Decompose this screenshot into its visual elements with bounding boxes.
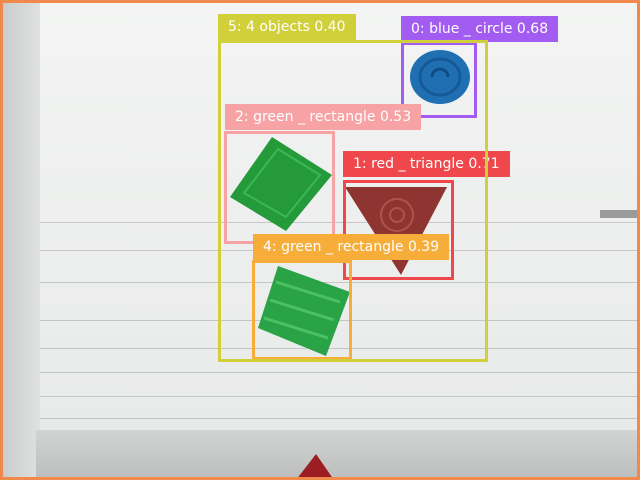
slat-line xyxy=(40,396,640,397)
detection-label-group: 5: 4 objects 0.40 xyxy=(218,14,356,40)
red-triangle-object xyxy=(345,187,447,275)
detection-label-green-rectangle-upper: 2: green _ rectangle 0.53 xyxy=(225,104,422,130)
tray-right-edge xyxy=(600,210,640,218)
slat-line xyxy=(40,222,640,223)
slat-line xyxy=(40,320,640,321)
tray-left-shadow xyxy=(0,0,40,480)
detection-label-blue-circle: 0: blue _ circle 0.68 xyxy=(401,16,559,42)
detection-box-red-triangle xyxy=(343,180,454,280)
slat-line xyxy=(40,418,640,419)
blue-circle-object xyxy=(410,50,470,104)
red-object-corner xyxy=(296,454,334,480)
green-rectangle-upper-object xyxy=(230,137,332,231)
detection-box-group xyxy=(218,40,488,362)
detection-box-green-rectangle-lower xyxy=(252,260,352,360)
detection-box-blue-circle xyxy=(401,42,477,118)
detection-label-red-triangle: 1: red _ triangle 0.71 xyxy=(343,151,510,177)
slat-line xyxy=(40,372,640,373)
slat-line xyxy=(40,348,640,349)
white-tray xyxy=(36,0,640,440)
green-rectangle-lower-object xyxy=(258,266,350,356)
tray-bottom-rim xyxy=(36,430,640,480)
slat-line xyxy=(40,282,640,283)
detection-label-green-rectangle-lower: 4: green _ rectangle 0.39 xyxy=(253,234,450,260)
